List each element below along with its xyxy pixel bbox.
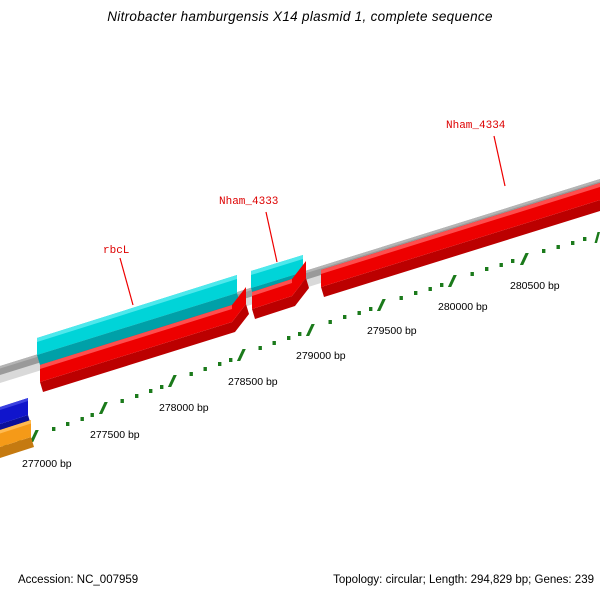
gene-blue-highlight — [0, 398, 28, 410]
gene-rbcL-cds-highlight — [40, 305, 232, 369]
gene-Nham4333-cds-shadow — [252, 278, 309, 319]
gene-feature-Nham_4333-cds[interactable] — [252, 261, 309, 319]
gene-blue-body[interactable] — [0, 398, 28, 424]
gene-rbcL-cds-shadow — [40, 304, 249, 392]
gene-label-group-rbcL[interactable]: rbcL — [103, 245, 134, 306]
gene-feature-rbcL[interactable] — [37, 275, 240, 365]
gene-label-Nham_4333[interactable]: Nham_4333 — [219, 196, 278, 208]
gene-orange-body[interactable] — [0, 420, 31, 447]
tick-label: 279500 bp — [367, 325, 417, 337]
gene-orange-shadow — [0, 437, 34, 458]
gene-Nham4333-cds-highlight — [252, 279, 292, 296]
gene-feature-Nham_4334[interactable] — [321, 183, 600, 297]
axis-tick-labels: 277000 bp 277500 bp 278000 bp 278500 bp … — [22, 280, 560, 470]
gene-Nham4333-highlight — [251, 255, 303, 275]
gene-Nham4334-highlight — [321, 183, 600, 274]
gene-rbcL-shadow — [37, 293, 240, 365]
tick-label: 280500 bp — [510, 280, 560, 292]
gene-orange-highlight — [0, 420, 31, 434]
gene-feature-orange[interactable] — [0, 420, 34, 458]
axis-major-ticks — [29, 232, 600, 442]
gene-feature-rbcL-cds[interactable] — [40, 287, 249, 392]
sequence-stats-text: Topology: circular; Length: 294,829 bp; … — [333, 574, 594, 586]
tick-label: 278500 bp — [228, 376, 278, 388]
leader-line-Nham_4334 — [493, 135, 506, 187]
gene-Nham4333-body[interactable] — [251, 255, 303, 288]
tick-label: 278000 bp — [159, 402, 209, 414]
gene-Nham4334-shadow — [321, 200, 600, 297]
leader-line-rbcL — [119, 257, 134, 306]
page-title: Nitrobacter hamburgensis X14 plasmid 1, … — [107, 9, 493, 24]
tick-label: 277500 bp — [90, 429, 140, 441]
tick-label: 277000 bp — [22, 458, 72, 470]
tick-label: 280000 bp — [438, 301, 488, 313]
gene-Nham4334-body[interactable] — [321, 183, 600, 287]
accession-text: Accession: NC_007959 — [18, 574, 139, 586]
leader-line-Nham_4333 — [265, 211, 278, 263]
gene-label-rbcL[interactable]: rbcL — [103, 245, 129, 257]
tick-label: 279000 bp — [296, 350, 346, 362]
gene-label-Nham_4334[interactable]: Nham_4334 — [446, 120, 506, 132]
gene-rbcL-body[interactable] — [37, 275, 237, 355]
gene-label-group-Nham_4334[interactable]: Nham_4334 — [446, 120, 506, 187]
gene-label-group-Nham_4333[interactable]: Nham_4333 — [219, 196, 278, 263]
gene-rbcL-highlight — [37, 275, 237, 342]
